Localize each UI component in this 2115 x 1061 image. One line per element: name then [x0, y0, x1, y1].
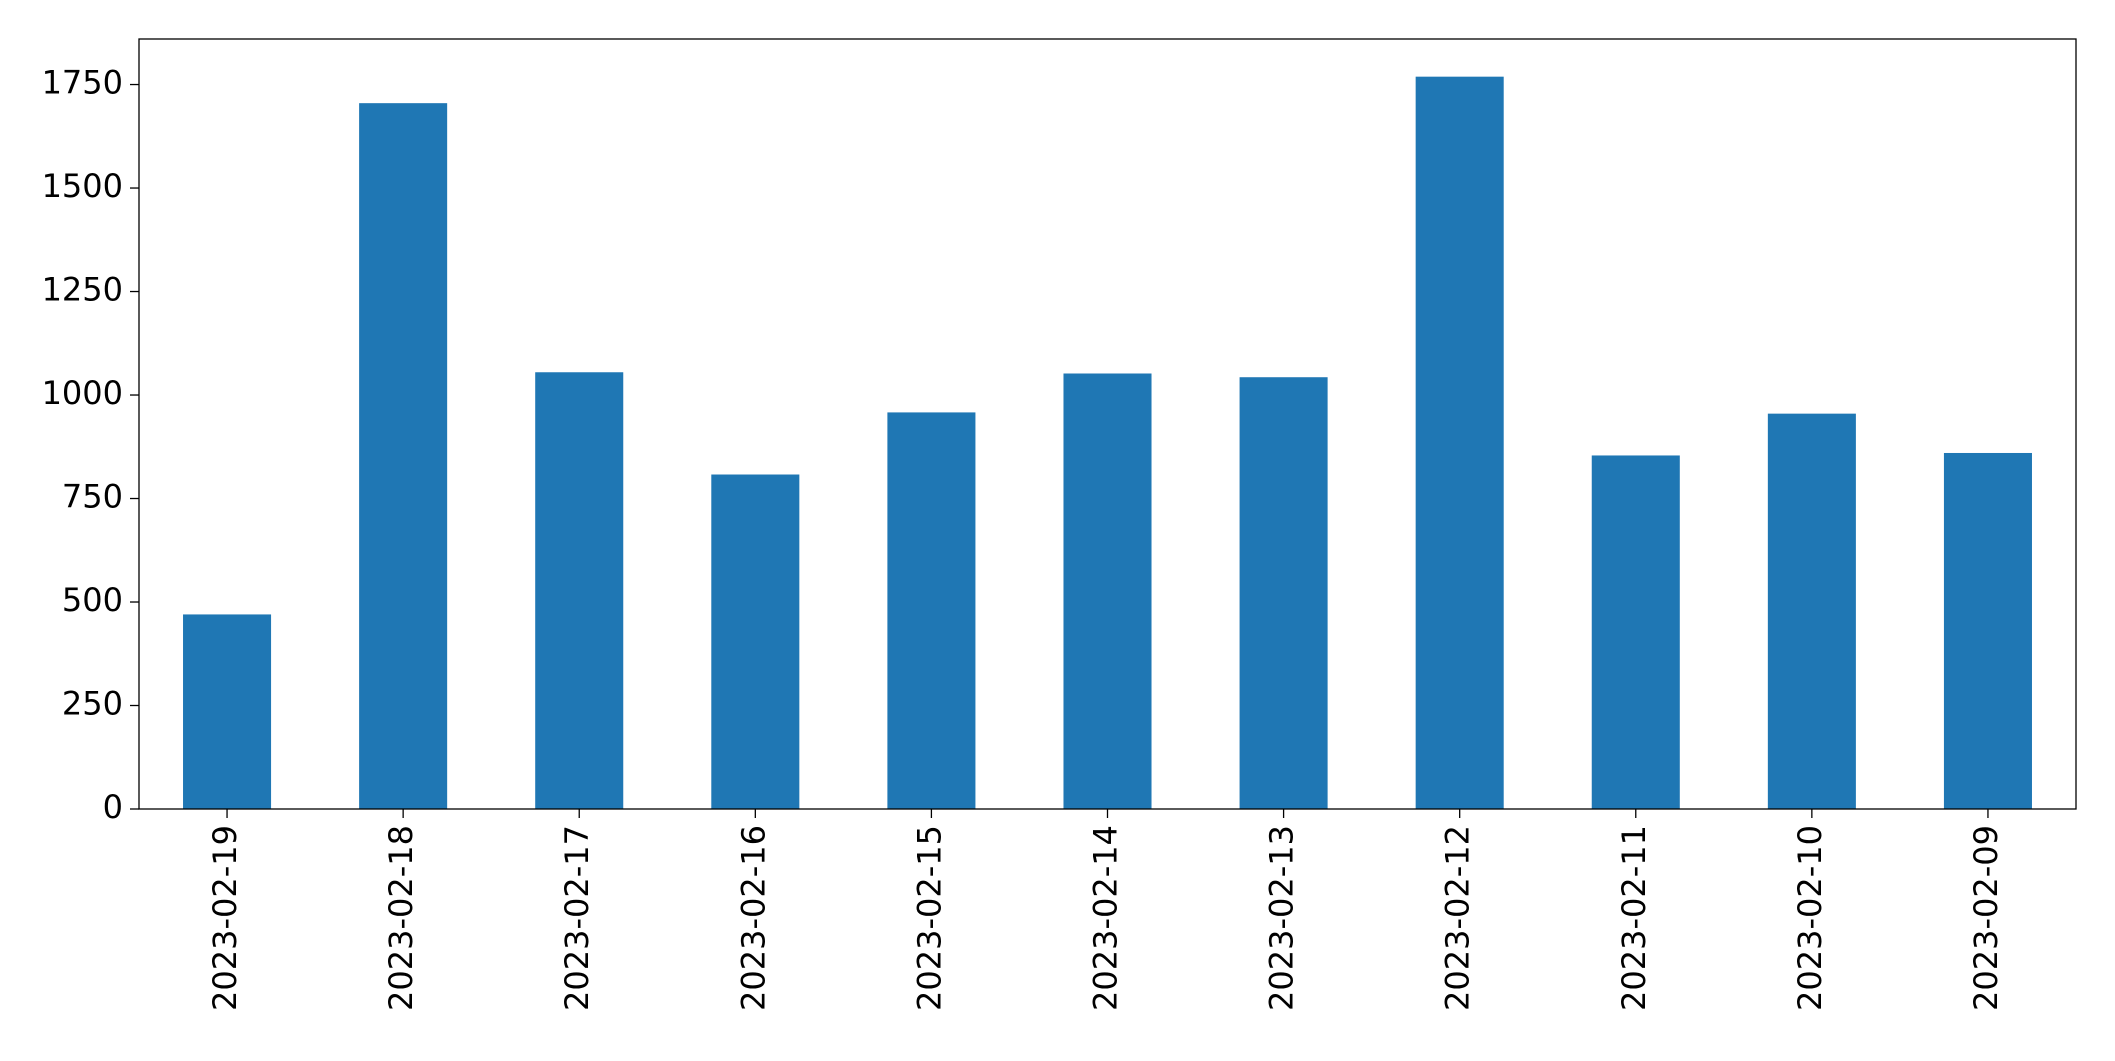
y-tick-label: 1500 — [42, 167, 123, 205]
bar — [183, 614, 272, 809]
bar — [887, 412, 976, 809]
x-tick-label: 2023-02-09 — [1967, 825, 2005, 1011]
x-tick-label: 2023-02-15 — [910, 825, 948, 1011]
x-tick-label: 2023-02-12 — [1439, 825, 1477, 1011]
x-tick-label: 2023-02-14 — [1087, 825, 1125, 1011]
y-tick-label: 1250 — [42, 271, 123, 309]
x-tick-label: 2023-02-10 — [1791, 825, 1829, 1011]
x-tick-label: 2023-02-11 — [1615, 825, 1653, 1011]
bar — [1943, 452, 2032, 809]
y-tick-label: 250 — [62, 685, 123, 723]
bar — [1591, 455, 1680, 809]
bar — [535, 372, 624, 809]
x-tick-label: 2023-02-19 — [206, 825, 244, 1011]
bar — [1415, 76, 1504, 809]
bar — [1767, 413, 1856, 809]
y-tick-label: 1750 — [42, 64, 123, 102]
bar — [1063, 373, 1152, 809]
plot-frame — [138, 38, 2077, 810]
bar — [359, 103, 448, 809]
y-tick-label: 750 — [62, 478, 123, 516]
y-tick-label: 500 — [62, 581, 123, 619]
bar — [711, 474, 800, 809]
x-tick-label: 2023-02-18 — [382, 825, 420, 1011]
x-tick-label: 2023-02-13 — [1263, 825, 1301, 1011]
x-tick-label: 2023-02-17 — [558, 825, 596, 1011]
y-tick-label: 1000 — [42, 374, 123, 412]
bar — [1239, 377, 1328, 809]
y-tick-label: 0 — [103, 788, 123, 826]
x-tick-label: 2023-02-16 — [734, 825, 772, 1011]
